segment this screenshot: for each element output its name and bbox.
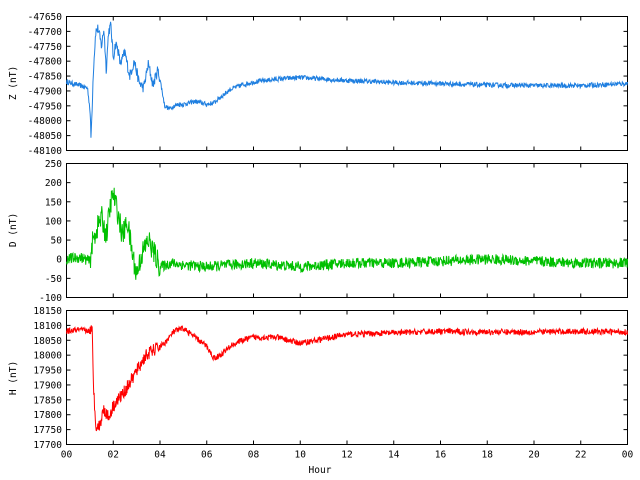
y-tick-label: 17900 (33, 380, 62, 391)
x-axis-label: Hour (309, 465, 332, 476)
x-tick-label: 18 (482, 450, 494, 461)
y-tick-label: 18000 (33, 351, 62, 362)
y-tick-label: 18100 (33, 321, 62, 332)
y-tick-label: 18050 (33, 336, 62, 347)
z-component-panel: Z (nT) -48100 -48050 -48000 -47950 -47900 -47… (8, 12, 628, 157)
d-axis-label: D (nT) (8, 213, 19, 247)
y-tick-label: -47650 (28, 12, 63, 23)
y-tick-label: 17750 (33, 425, 62, 436)
y-tick-label: -47850 (28, 72, 63, 83)
x-tick-label: 02 (108, 450, 119, 461)
h-component-panel: H (nT) 177001775017800178501790017950180… (8, 306, 633, 461)
y-tick-label: -47950 (28, 101, 63, 112)
series-line (66, 325, 628, 432)
y-tick-label: 17800 (33, 410, 62, 421)
y-tick-label: -48000 (28, 116, 63, 127)
series-line (66, 21, 628, 138)
x-tick-label: 14 (388, 450, 400, 461)
x-tick-label: 12 (341, 450, 352, 461)
x-tick-label: 06 (201, 450, 213, 461)
y-tick-label: -47750 (28, 42, 63, 53)
d-component-panel: D (nT) -100 -50 0 50 100 150 200 250 (8, 159, 628, 304)
y-tick-label: 17700 (33, 440, 62, 451)
y-tick-label: 50 (51, 236, 63, 247)
y-tick-label: -50 (45, 274, 62, 285)
y-tick-label: 150 (45, 197, 62, 208)
z-plot-frame (66, 16, 628, 151)
series-line (66, 187, 628, 280)
x-tick-label: 16 (435, 450, 447, 461)
x-tick-label: 10 (295, 450, 307, 461)
x-tick-label: 00 (622, 450, 634, 461)
h-axis-label: H (nT) (8, 361, 19, 395)
y-tick-label: 250 (45, 159, 62, 170)
y-tick-label: -48050 (28, 131, 63, 142)
x-tick-label: 20 (528, 450, 540, 461)
y-tick-label: -47800 (28, 57, 63, 68)
y-tick-label: 200 (45, 178, 62, 189)
y-tick-label: 0 (56, 255, 62, 266)
y-tick-label: 100 (45, 216, 62, 227)
y-tick-label: -48100 (28, 146, 63, 157)
y-tick-label: 17850 (33, 395, 62, 406)
y-tick-label: -47700 (28, 27, 63, 38)
y-tick-label: 18150 (33, 306, 62, 317)
y-tick-label: -47900 (28, 86, 63, 97)
x-tick-label: 00 (61, 450, 73, 461)
x-tick-label: 08 (248, 450, 260, 461)
x-tick-label: 22 (575, 450, 586, 461)
x-tick-label: 04 (154, 450, 166, 461)
d-plot-frame (66, 163, 628, 298)
y-tick-label: -100 (39, 293, 62, 304)
z-axis-label: Z (nT) (8, 66, 19, 100)
y-tick-label: 17950 (33, 366, 62, 377)
